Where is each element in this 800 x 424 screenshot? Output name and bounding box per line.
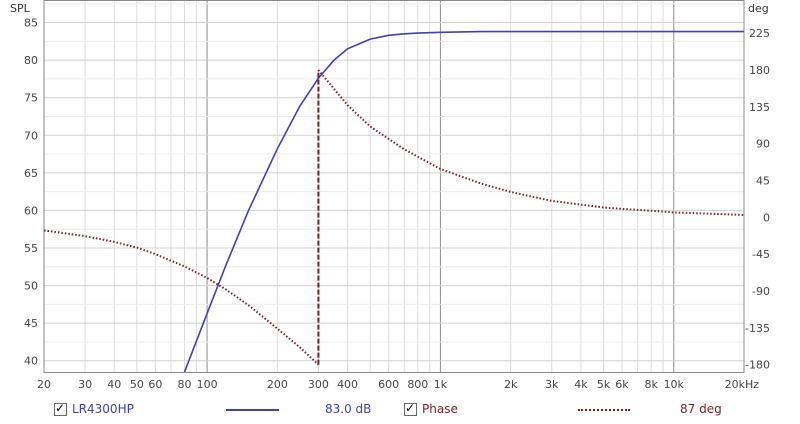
x-tick-label: 50: [130, 378, 144, 391]
x-tick-label: 20: [37, 378, 51, 391]
x-tick-label: 20kHz: [725, 378, 760, 391]
y-right-tick-label: 45: [756, 174, 770, 187]
y-right-tick-label: -180: [745, 359, 770, 372]
y-right-tick-label: -135: [745, 322, 770, 335]
series-phase-line: [43, 69, 745, 366]
x-tick-label: 400: [337, 378, 358, 391]
x-tick-label: 60: [148, 378, 162, 391]
y-right-tick-label: 225: [749, 27, 770, 40]
x-tick-label: 1k: [434, 378, 448, 391]
y-right-tick-label: -45: [752, 248, 770, 261]
grid: [43, 0, 745, 372]
y-left-tick-label: 55: [24, 242, 38, 255]
x-tick-label: 100: [197, 378, 218, 391]
y-left-tick-label: 85: [24, 17, 38, 30]
y-right-tick-label: 180: [749, 64, 770, 77]
x-tick-label: 800: [407, 378, 428, 391]
y-right-axis-ticks: -180 -135 -90 -45 0 45 90 135 180 225: [745, 27, 770, 371]
legend-checkbox-2[interactable]: [404, 401, 417, 416]
legend-swatch-2: [578, 409, 630, 411]
legend-label-2: Phase: [422, 402, 458, 416]
y-left-axis-ticks: 40 45 50 55 60 65 70 75 80 85: [24, 17, 38, 368]
y-right-tick-label: 135: [749, 101, 770, 114]
x-tick-label: 2k: [504, 378, 518, 391]
series-layer: [43, 30, 745, 373]
y-right-tick-label: 90: [756, 138, 770, 151]
legend-readout-2: 87 deg: [680, 402, 722, 416]
legend-entry-1-toggle[interactable]: LR4300HP: [54, 401, 134, 417]
x-tick-label: 5k: [597, 378, 611, 391]
x-tick-label: 30: [78, 378, 92, 391]
x-axis-ticks: 20 30 40 50 60 80 100 200 300 400 600 800 1k 2k 3k 4k 5k…: [37, 378, 759, 391]
x-tick-label: 300: [308, 378, 329, 391]
x-tick-label: 3k: [545, 378, 559, 391]
x-tick-label: 8k: [644, 378, 658, 391]
y-left-tick-label: 45: [24, 317, 38, 330]
legend-swatch-1: [226, 409, 279, 411]
series-lr4300hp-line: [183, 30, 744, 373]
y-right-tick-label: 0: [763, 211, 770, 224]
legend-entry-2-toggle[interactable]: Phase: [404, 401, 458, 417]
x-tick-label: 4k: [574, 378, 588, 391]
x-tick-label: 6k: [615, 378, 629, 391]
x-tick-label: 200: [267, 378, 288, 391]
y-left-tick-label: 75: [24, 92, 38, 105]
chart: 20 30 40 50 60 80 100 200 300 400 600 800 1k 2k 3k 4k 5k…: [10, 0, 770, 391]
y-left-tick-label: 60: [24, 204, 38, 217]
y-left-tick-label: 80: [24, 54, 38, 67]
y-right-axis-label: deg: [748, 2, 769, 15]
y-left-tick-label: 40: [24, 355, 38, 368]
y-left-tick-label: 65: [24, 167, 38, 180]
x-tick-label: 600: [378, 378, 399, 391]
x-tick-label: 80: [177, 378, 191, 391]
y-left-axis-label: SPL: [10, 2, 31, 15]
x-tick-label: 10k: [664, 378, 685, 391]
y-left-tick-label: 50: [24, 280, 38, 293]
legend-checkbox-1[interactable]: [54, 401, 67, 416]
y-left-tick-label: 70: [24, 129, 38, 142]
x-tick-label: 40: [107, 378, 121, 391]
y-right-tick-label: -90: [752, 285, 770, 298]
legend-readout-1: 83.0 dB: [325, 402, 372, 416]
legend-label-1: LR4300HP: [72, 402, 134, 416]
plot-frame: [43, 0, 745, 373]
